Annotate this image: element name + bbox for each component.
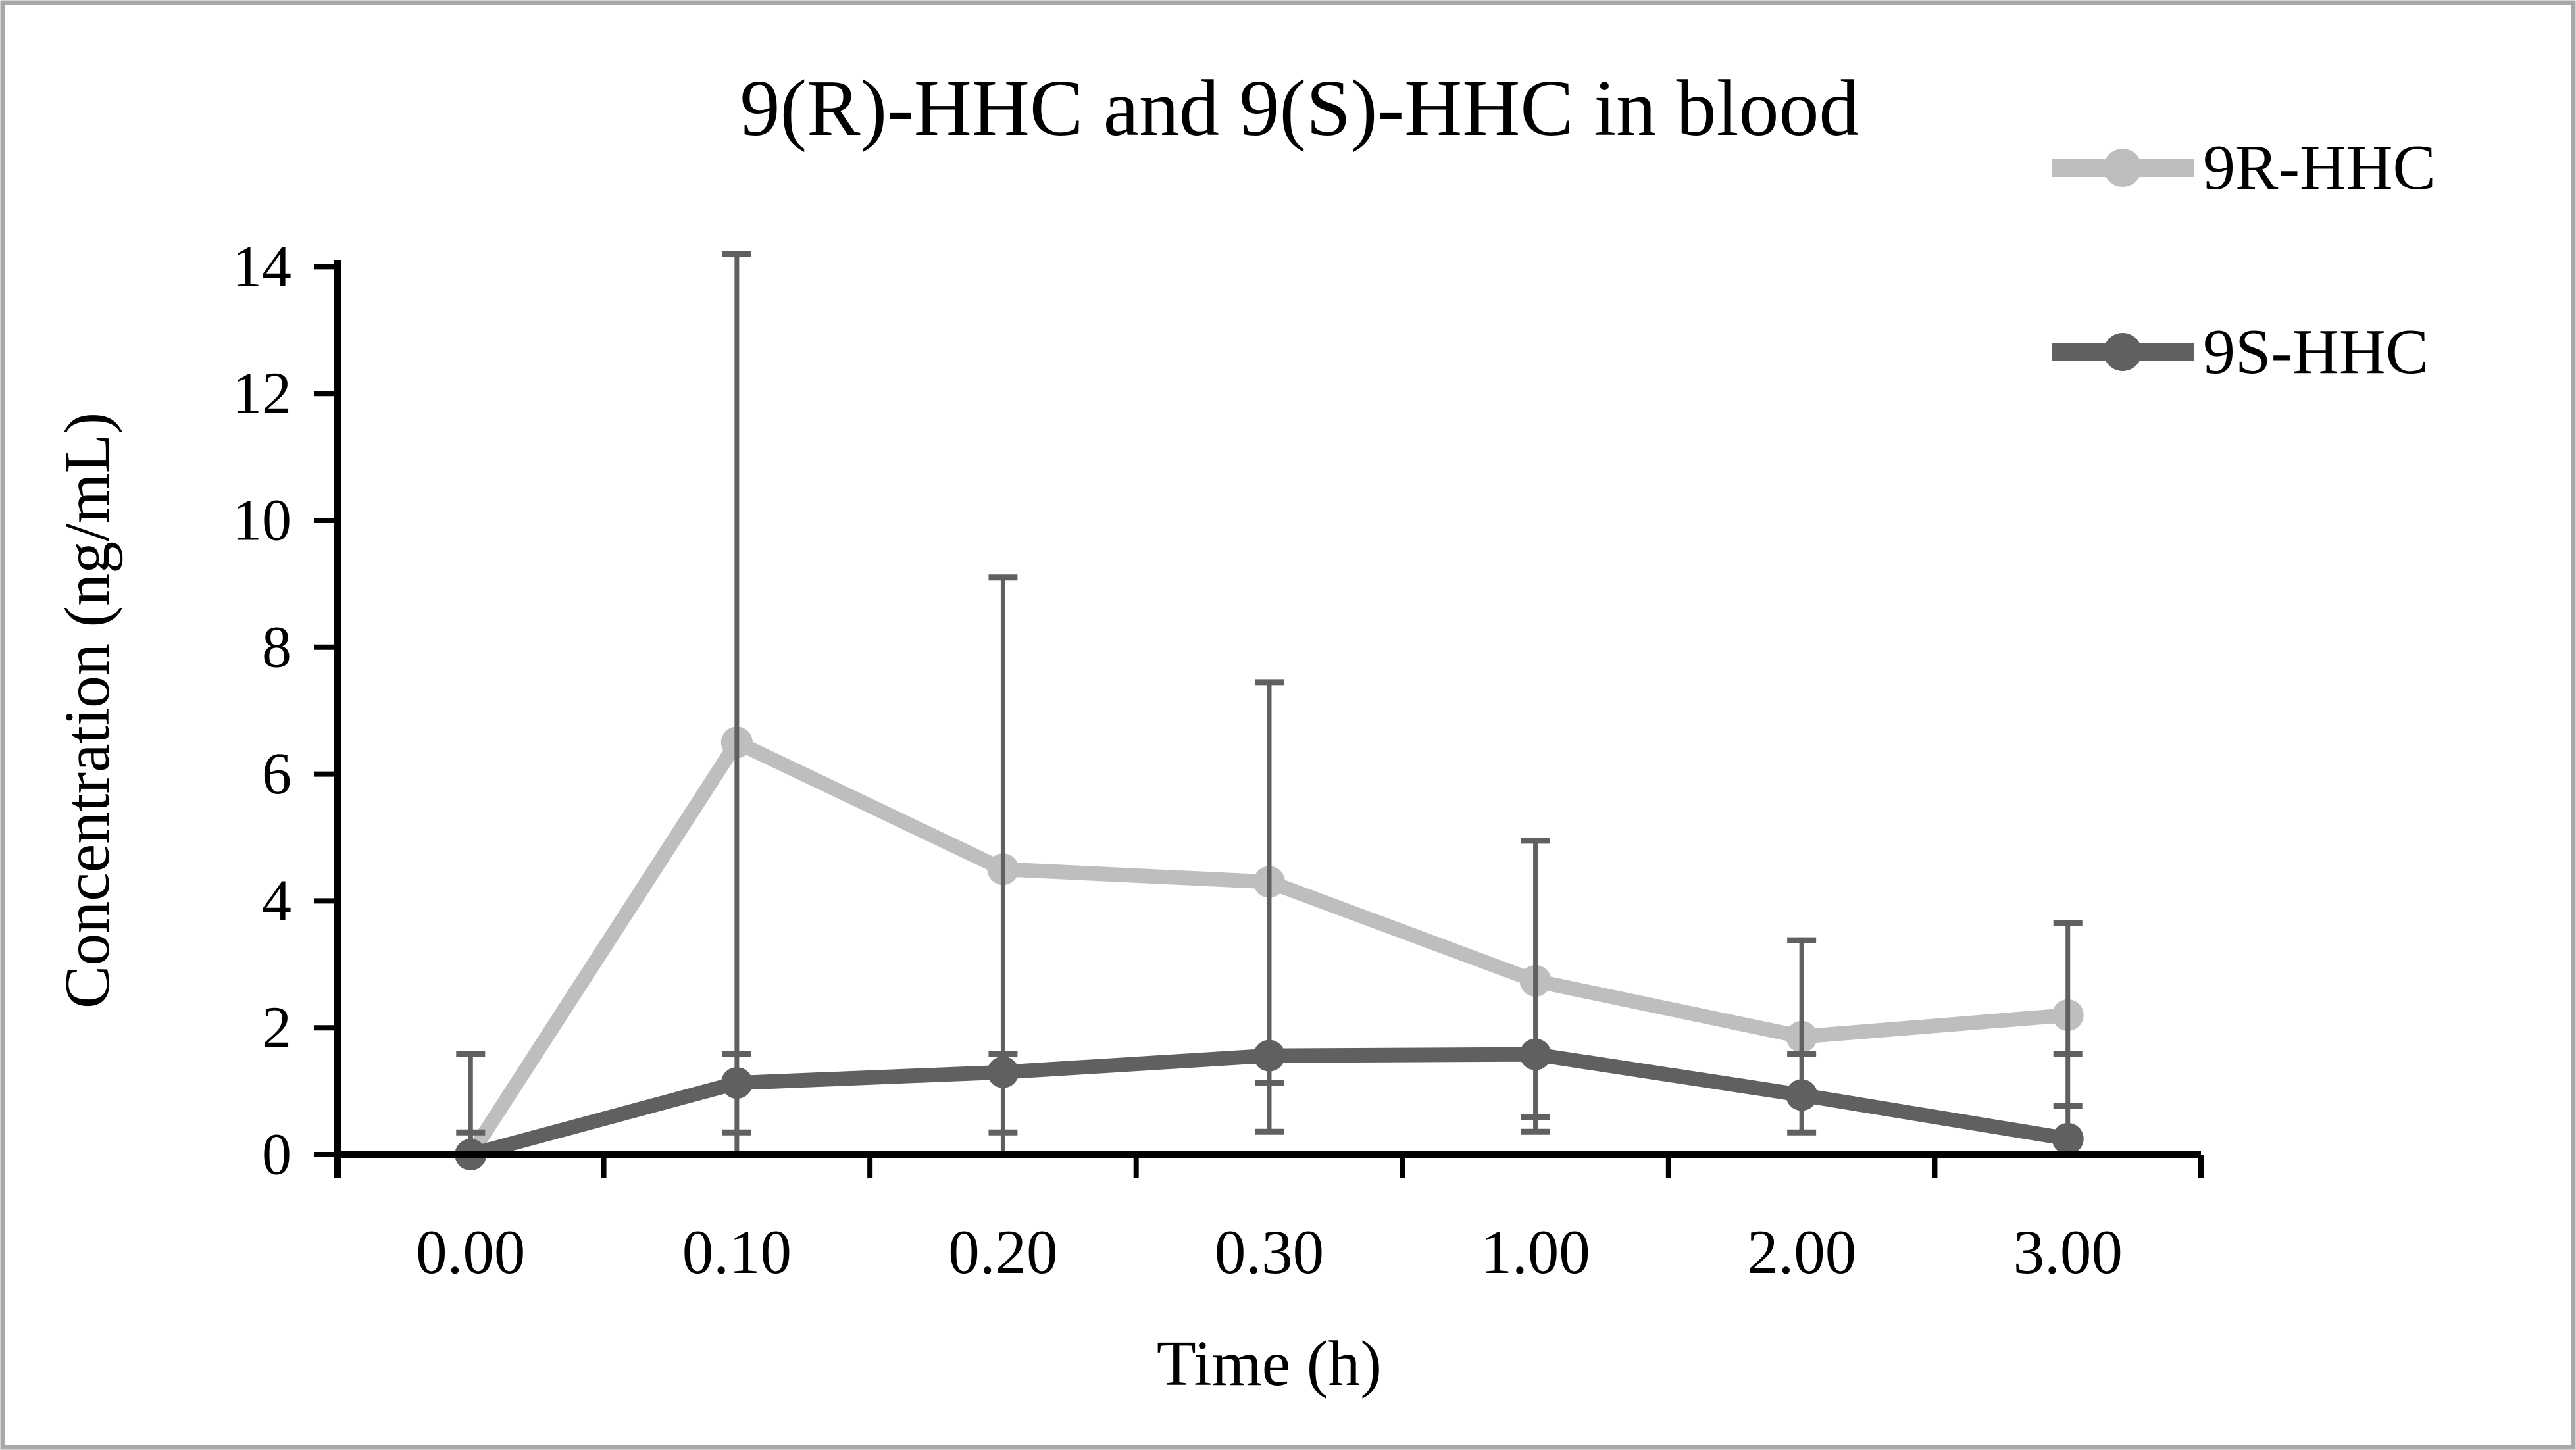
error-bars-layer [456,251,2083,1155]
axis-ticks-layer: 0 2 4 6 8 10 12 14 0.00 0.10 0.20 0.30 1.00 2.00 3.00 [232,234,2204,1287]
legend-label-9r: 9R-HHC [2203,132,2436,203]
axes-layer [334,260,2201,1178]
data-point-9s-hhc [2052,1122,2084,1155]
legend-item-9s-hhc: 9S-HHC [2052,316,2429,388]
data-point-9s-hhc [987,1056,1019,1088]
data-point-9s-hhc [1786,1079,1818,1111]
x-tick-label: 2.00 [1747,1217,1856,1287]
error-bar [456,1051,486,1152]
y-tick-label: 10 [232,488,291,553]
x-tick-label: 0.20 [948,1217,1057,1287]
error-bar [722,251,751,1155]
error-bar [1521,838,1550,1135]
y-tick-label: 12 [232,361,291,426]
x-tick-label: 0.30 [1215,1217,1324,1287]
y-tick-label: 2 [262,995,291,1061]
y-tick-label: 8 [262,614,291,680]
x-tick-label: 3.00 [2013,1217,2123,1287]
legend-item-9r-hhc: 9R-HHC [2052,132,2436,203]
legend-marker-icon-9r [2104,149,2142,187]
x-axis-title: Time (h) [1157,1328,1382,1399]
x-tick-label: 0.10 [682,1217,792,1287]
y-tick-label: 14 [232,234,291,299]
x-tick-label: 1.00 [1480,1217,1590,1287]
y-tick-label: 4 [262,868,291,934]
error-bar [2053,920,2083,1142]
data-point-9s-hhc [720,1067,753,1099]
legend-marker-icon-9s [2104,333,2142,371]
legend-label-9s: 9S-HHC [2203,316,2429,388]
y-tick-label: 0 [262,1122,291,1188]
x-tick-label: 0.00 [416,1217,525,1287]
data-point-9s-hhc [1253,1039,1285,1072]
y-tick-label: 6 [262,741,291,807]
data-point-9s-hhc [1519,1038,1552,1070]
y-axis-title: Concentration (ng/mL) [52,413,123,1009]
legend: 9R-HHC 9S-HHC [2052,132,2436,388]
chart-title: 9(R)-HHC and 9(S)-HHC in blood [740,64,1859,153]
